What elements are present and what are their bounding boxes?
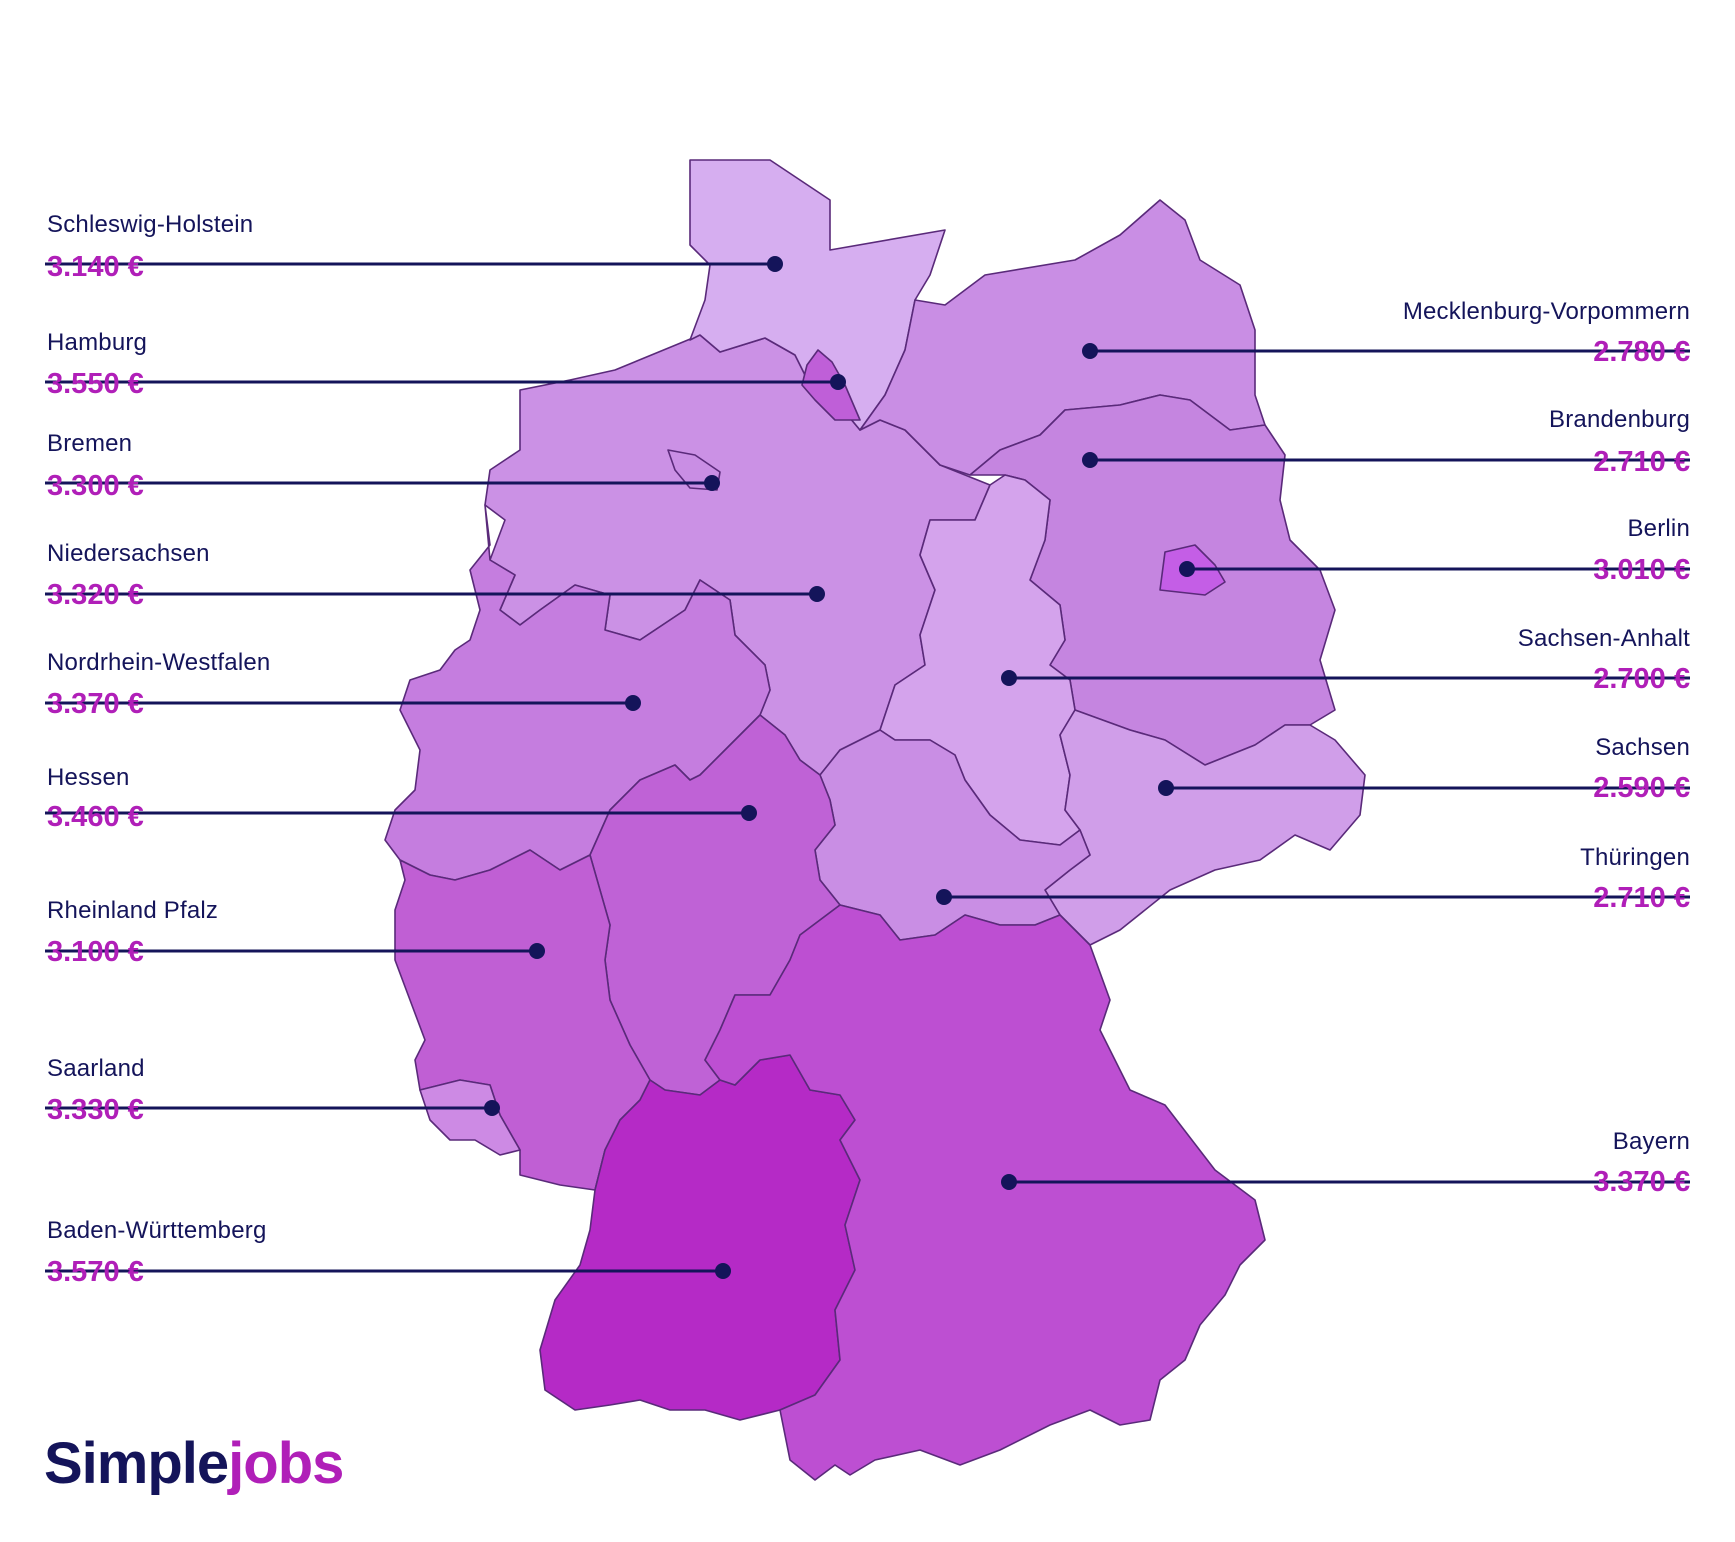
state-name-bremen: Bremen <box>47 430 133 457</box>
state-name-nordrhein-westfalen: Nordrhein-Westfalen <box>47 649 271 676</box>
region-saarland <box>419 1079 521 1156</box>
state-value-sachsen-anhalt: 2.700 € <box>1593 663 1690 695</box>
callout-dot-bayern <box>1001 1174 1017 1190</box>
callout-dot-brandenburg <box>1082 452 1098 468</box>
state-value-saarland: 3.330 € <box>47 1094 144 1126</box>
callout-dot-rheinland-pfalz <box>529 943 545 959</box>
callout-dot-hamburg <box>830 374 846 390</box>
callout-dot-mecklenburg-vorpommern <box>1082 343 1098 359</box>
state-value-nordrhein-westfalen: 3.370 € <box>47 688 144 720</box>
callout-dot-saarland <box>484 1100 500 1116</box>
callout-lines <box>45 256 1690 1279</box>
simplejobs-logo: Simplejobs <box>44 1435 344 1493</box>
state-value-thueringen: 2.710 € <box>1593 882 1690 914</box>
callout-dot-thueringen <box>936 889 952 905</box>
state-value-berlin: 3.010 € <box>1593 554 1690 586</box>
state-name-sachsen-anhalt: Sachsen-Anhalt <box>1517 625 1690 652</box>
callout-dot-baden-wuerttemberg <box>715 1263 731 1279</box>
state-value-sachsen: 2.590 € <box>1593 772 1690 804</box>
callout-dot-berlin <box>1179 561 1195 577</box>
callout-dot-sachsen-anhalt <box>1001 670 1017 686</box>
state-name-hessen: Hessen <box>47 764 130 791</box>
state-regions <box>384 159 1366 1481</box>
logo-part-jobs: jobs <box>228 1431 344 1496</box>
state-value-niedersachsen: 3.320 € <box>47 579 144 611</box>
state-value-schleswig-holstein: 3.140 € <box>47 251 144 283</box>
state-name-schleswig-holstein: Schleswig-Holstein <box>47 211 254 238</box>
state-value-hamburg: 3.550 € <box>47 368 144 400</box>
state-name-bayern: Bayern <box>1612 1128 1690 1155</box>
state-value-baden-wuerttemberg: 3.570 € <box>47 1256 144 1288</box>
state-value-rheinland-pfalz: 3.100 € <box>47 936 144 968</box>
state-name-hamburg: Hamburg <box>47 329 148 356</box>
state-value-mecklenburg-vorpommern: 2.780 € <box>1593 336 1690 368</box>
state-name-brandenburg: Brandenburg <box>1549 406 1690 433</box>
state-name-sachsen: Sachsen <box>1595 734 1690 761</box>
logo-part-simple: Simple <box>44 1431 229 1496</box>
callout-dot-sachsen <box>1158 780 1174 796</box>
callout-dot-schleswig-holstein <box>767 256 783 272</box>
state-name-saarland: Saarland <box>47 1055 145 1082</box>
callout-dot-niedersachsen <box>809 586 825 602</box>
state-value-bayern: 3.370 € <box>1593 1166 1690 1198</box>
callout-dot-nordrhein-westfalen <box>625 695 641 711</box>
region-bayern <box>704 904 1266 1481</box>
state-name-berlin: Berlin <box>1627 515 1690 542</box>
state-name-baden-wuerttemberg: Baden-Württemberg <box>47 1217 267 1244</box>
state-name-niedersachsen: Niedersachsen <box>47 540 210 567</box>
state-name-rheinland-pfalz: Rheinland Pfalz <box>47 897 219 924</box>
state-name-mecklenburg-vorpommern: Mecklenburg-Vorpommern <box>1402 298 1690 325</box>
callout-dot-bremen <box>704 475 720 491</box>
state-value-hessen: 3.460 € <box>47 801 144 833</box>
state-value-brandenburg: 2.710 € <box>1593 446 1690 478</box>
callout-dot-hessen <box>741 805 757 821</box>
state-name-thueringen: Thüringen <box>1580 844 1690 871</box>
state-value-bremen: 3.300 € <box>47 470 144 502</box>
